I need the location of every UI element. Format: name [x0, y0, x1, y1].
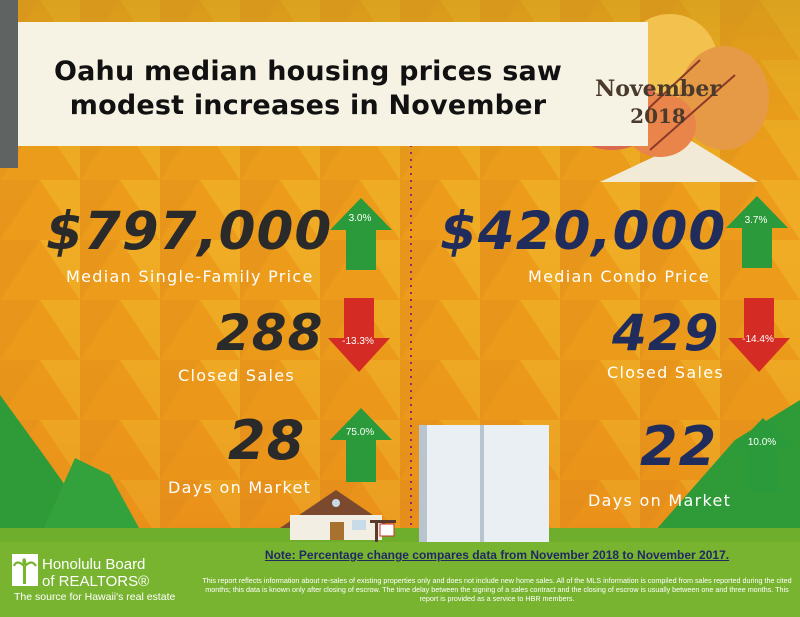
- hill-left: [0, 395, 120, 548]
- condo-days-on-market: 22: [640, 415, 718, 478]
- palm-tree-logo-icon: [12, 554, 38, 586]
- condo-days-on-market-label: Days on Market: [588, 491, 732, 510]
- sf-median-price-change: 3.0%: [348, 213, 372, 224]
- title-card: Oahu median housing prices saw modest in…: [0, 0, 648, 168]
- sf-median-price-label: Median Single-Family Price: [66, 267, 314, 286]
- sf-closed-sales-label: Closed Sales: [178, 366, 296, 385]
- condo-days-on-market-up-arrow-icon: [732, 418, 794, 492]
- sf-days-on-market-change: 75.0%: [345, 427, 375, 438]
- badge-month: November: [595, 76, 721, 102]
- footer-bar: [0, 542, 800, 617]
- badge-year: 2018: [630, 104, 686, 128]
- condo-closed-sales: 429: [612, 304, 720, 362]
- hill-small: [35, 458, 150, 548]
- condo-median-price-up-arrow-icon: [726, 196, 788, 268]
- condo-median-price: $420,000: [440, 201, 727, 262]
- condo-median-price-change: 3.7%: [744, 215, 768, 226]
- condo-closed-sales-label: Closed Sales: [607, 363, 725, 382]
- sale-sign-graphic: [370, 520, 396, 544]
- sf-days-on-market-up-arrow-icon: [330, 408, 392, 482]
- disclaimer-text: This report reflects information about r…: [202, 576, 792, 603]
- sf-closed-sales: 288: [216, 304, 324, 362]
- title-card-side-band: [0, 0, 18, 168]
- title-line-2: modest increases in November: [69, 90, 547, 121]
- condo-days-on-market-change: 10.0%: [747, 437, 777, 448]
- brand-tagline: The source for Hawaii's real estate: [14, 591, 176, 603]
- condo-median-price-label: Median Condo Price: [528, 267, 710, 286]
- sf-days-on-market: 28: [228, 409, 306, 472]
- brand-name-line-1: Honolulu Board: [42, 556, 146, 573]
- sf-median-price: $797,000: [46, 201, 333, 262]
- sf-closed-sales-change: -13.3%: [342, 336, 374, 347]
- title-line-1: Oahu median housing prices saw: [53, 56, 563, 87]
- sf-closed-sales-down-arrow-icon: [328, 298, 390, 372]
- condo-closed-sales-down-arrow-icon: [728, 298, 790, 372]
- sf-median-price-up-arrow-icon: [330, 198, 392, 270]
- footnote-percentage-change: Note: Percentage change compares data fr…: [264, 548, 730, 562]
- brand-name: Honolulu Board of REALTORS®: [42, 556, 149, 590]
- brand-name-line-2: of REALTORS®: [42, 573, 150, 590]
- house-graphic: [280, 490, 392, 540]
- condo-closed-sales-change: -14.4%: [742, 334, 774, 345]
- condo-building-graphic: [419, 425, 549, 548]
- sf-days-on-market-label: Days on Market: [168, 478, 312, 497]
